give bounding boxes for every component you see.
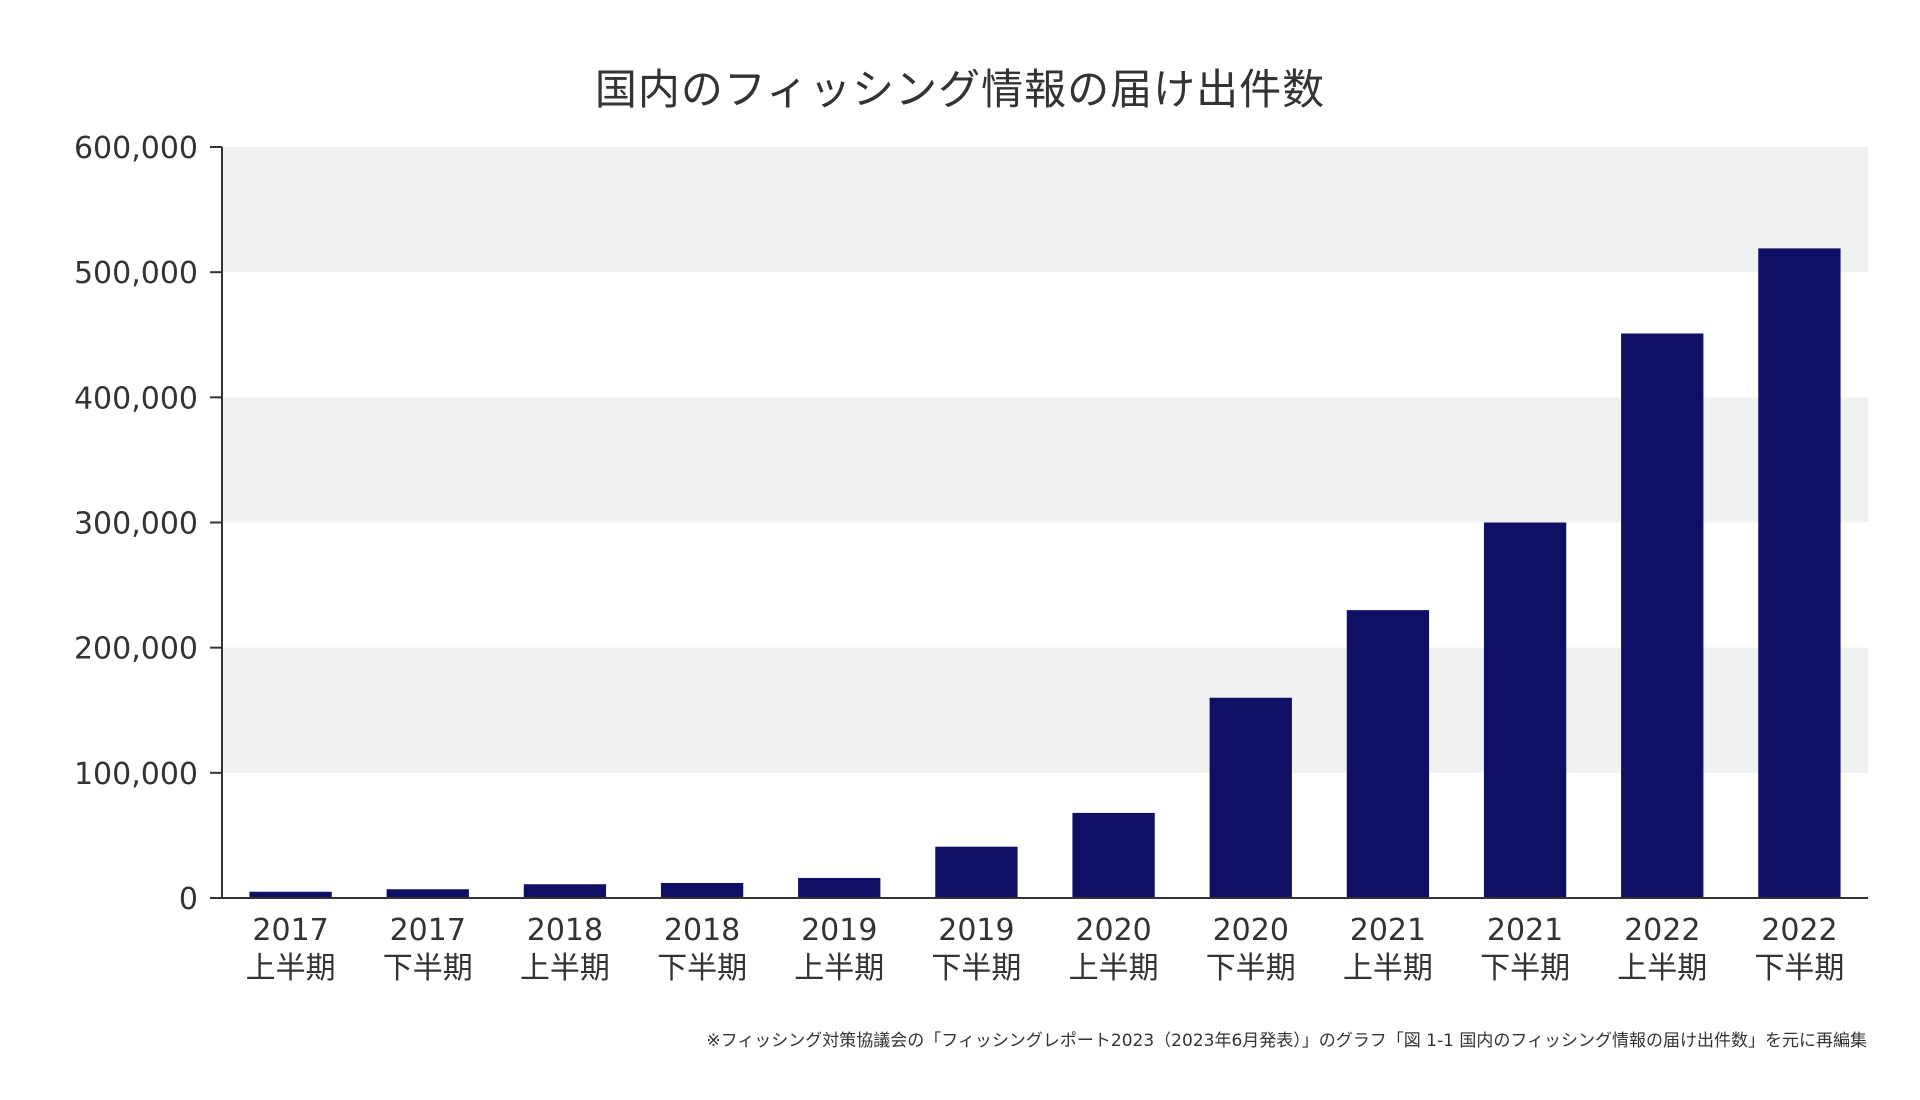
x-tick-label-year: 2021	[1487, 913, 1563, 948]
bar	[1621, 333, 1704, 899]
y-tick-label: 400,000	[74, 381, 198, 416]
x-tick-label-half: 下半期	[1480, 951, 1570, 986]
y-tick-label: 0	[179, 882, 198, 917]
bar	[249, 891, 332, 898]
bar	[1209, 697, 1292, 898]
grid-band	[222, 647, 1868, 773]
x-tick-label-year: 2022	[1624, 913, 1700, 948]
x-tick-label-half: 上半期	[1069, 951, 1159, 986]
bar	[1483, 522, 1567, 898]
x-tick-label-half: 上半期	[520, 951, 610, 986]
x-tick-label-year: 2020	[1075, 913, 1151, 948]
x-tick-label-half: 上半期	[1617, 951, 1707, 986]
bar	[1072, 812, 1155, 898]
x-tick-label-year: 2018	[664, 913, 740, 948]
x-tick-label-year: 2022	[1761, 913, 1837, 948]
x-tick-label-half: 下半期	[1206, 951, 1296, 986]
y-ticks: 0 100,000 200,000 300,000 400,000 500,000 600,…	[74, 131, 222, 917]
grid-bands	[222, 147, 1868, 773]
bar	[386, 889, 469, 898]
x-tick-label-half: 下半期	[1754, 951, 1844, 986]
x-tick-label-half: 上半期	[1343, 951, 1433, 986]
x-tick-label-year: 2021	[1350, 913, 1426, 948]
x-tick-label-year: 2017	[252, 913, 328, 948]
source-footnote: ※フィッシング対策協議会の「フィッシングレポート2023（2023年6月発表）」…	[706, 1031, 1867, 1051]
y-tick-label: 200,000	[74, 632, 198, 667]
bar	[1758, 248, 1841, 898]
x-tick-label-year: 2020	[1213, 913, 1289, 948]
x-tick-label-half: 下半期	[383, 951, 473, 986]
bar	[523, 884, 607, 898]
y-tick-label: 600,000	[74, 131, 198, 166]
y-tick-label: 300,000	[74, 507, 198, 542]
x-tick-label-year: 2018	[527, 913, 603, 948]
grid-band	[222, 147, 1868, 273]
x-tick-labels: 2017上半期2017下半期2018上半期2018下半期2019上半期2019下…	[246, 913, 1845, 986]
grid-band	[222, 397, 1868, 523]
bar	[935, 846, 1018, 898]
x-tick-label-half: 下半期	[657, 951, 747, 986]
x-tick-label-half: 下半期	[931, 951, 1021, 986]
y-tick-label: 100,000	[74, 757, 198, 792]
bar	[1346, 610, 1430, 898]
x-tick-label-year: 2017	[390, 913, 466, 948]
x-tick-label-half: 上半期	[794, 951, 884, 986]
bar	[798, 877, 881, 898]
y-tick-label: 500,000	[74, 256, 198, 291]
bar	[660, 882, 744, 898]
bars	[249, 248, 1841, 899]
chart-title: 国内のフィッシング情報の届け出件数	[594, 65, 1326, 114]
x-tick-label-year: 2019	[938, 913, 1014, 948]
x-tick-label-year: 2019	[801, 913, 877, 948]
x-tick-label-half: 上半期	[246, 951, 336, 986]
